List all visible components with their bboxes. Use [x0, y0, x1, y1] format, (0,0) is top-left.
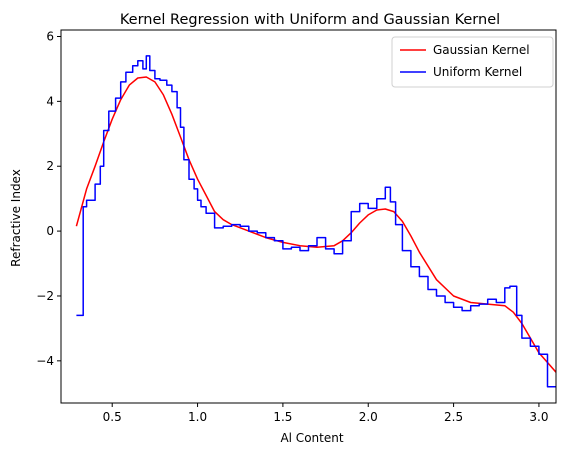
plot-lines: [75, 55, 556, 388]
axes-frame: [60, 29, 557, 404]
x-tick-label: 3.0: [529, 410, 548, 424]
y-axis-label: Refractive Index: [9, 169, 23, 267]
x-axis-label: Al Content: [280, 431, 343, 445]
x-tick-label: 0.5: [103, 410, 122, 424]
x-tick-label: 1.5: [273, 410, 292, 424]
chart-title: Kernel Regression with Uniform and Gauss…: [120, 12, 500, 28]
y-tick-label: 4: [46, 94, 54, 108]
x-tick-label: 2.5: [444, 410, 463, 424]
legend-label: Uniform Kernel: [433, 65, 522, 79]
series-line-uniform-kernel: [76, 55, 556, 388]
y-tick-label: 0: [46, 224, 54, 238]
legend-box: [391, 36, 554, 88]
series-line-gaussian-kernel: [75, 76, 556, 373]
y-tick-label: −2: [36, 289, 54, 303]
y-axis-ticks: −4 −2 0 2 4 6: [36, 29, 61, 368]
legend: Gaussian Kernel Uniform Kernel: [391, 36, 554, 88]
x-tick-label: 1.0: [188, 410, 207, 424]
x-axis-ticks: 0.5 1.0 1.5 2.0 2.5 3.0: [103, 403, 548, 424]
x-tick-label: 2.0: [359, 410, 378, 424]
y-tick-label: −4: [36, 354, 54, 368]
legend-label: Gaussian Kernel: [433, 43, 530, 57]
y-tick-label: 6: [46, 29, 54, 43]
y-tick-label: 2: [46, 159, 54, 173]
